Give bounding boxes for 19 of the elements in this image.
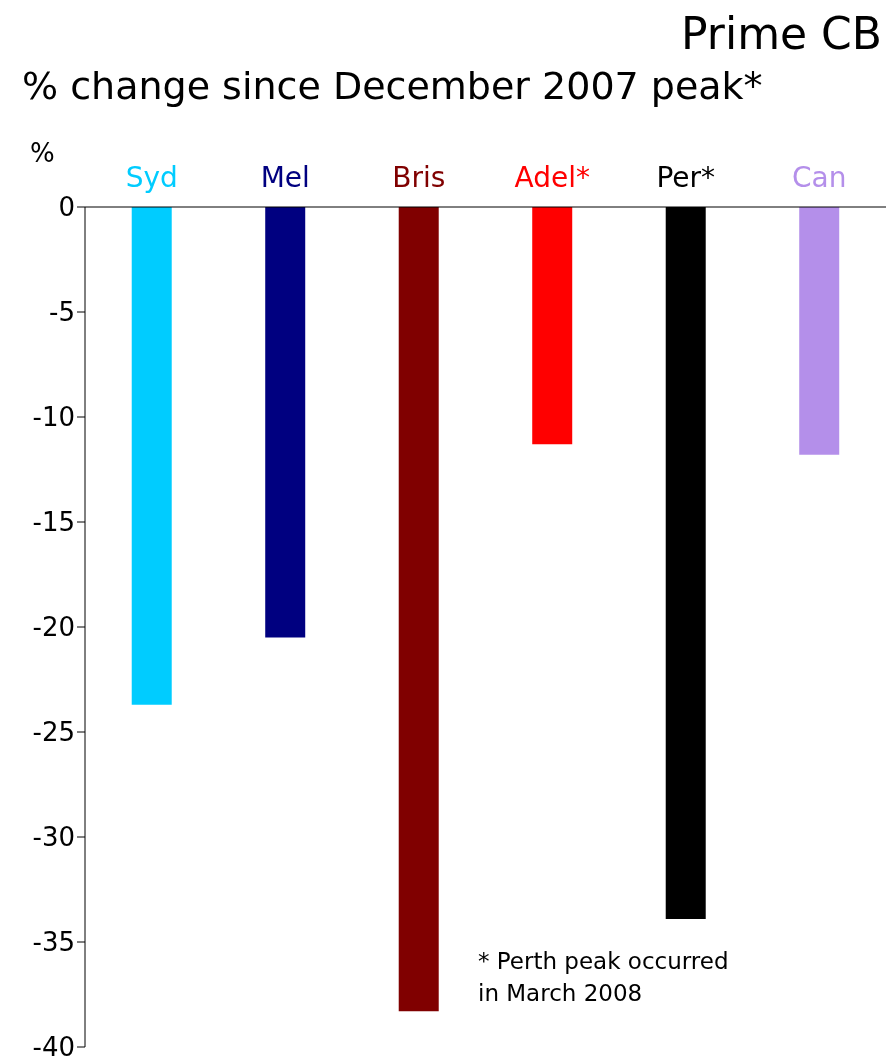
y-tick-label: -20 (32, 612, 75, 643)
y-tick-label: -15 (32, 507, 75, 538)
x-tick-label: Can (792, 161, 847, 194)
x-tick-label: Adel* (514, 161, 590, 194)
y-tick-label: -10 (32, 402, 75, 433)
chart-title: Prime CB (681, 8, 882, 59)
chart-subtitle: % change since December 2007 peak* (22, 64, 763, 108)
x-tick-label: Syd (125, 161, 178, 194)
y-tick-label: -5 (49, 297, 75, 328)
y-tick-label: 0 (58, 192, 75, 223)
y-tick-label: -40 (32, 1032, 75, 1060)
y-tick-label: -25 (32, 717, 75, 748)
y-tick-label: -30 (32, 822, 75, 853)
x-tick-label: Mel (260, 161, 310, 194)
annotation: * Perth peak occurred in March 2008 (478, 947, 729, 1008)
x-tick-label: Bris (392, 161, 446, 194)
x-tick-label: Per* (656, 161, 716, 194)
y-axis-title: % (30, 138, 55, 168)
y-tick-label: -35 (32, 927, 75, 958)
